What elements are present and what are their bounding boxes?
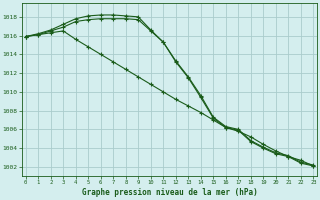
X-axis label: Graphe pression niveau de la mer (hPa): Graphe pression niveau de la mer (hPa) bbox=[82, 188, 257, 197]
